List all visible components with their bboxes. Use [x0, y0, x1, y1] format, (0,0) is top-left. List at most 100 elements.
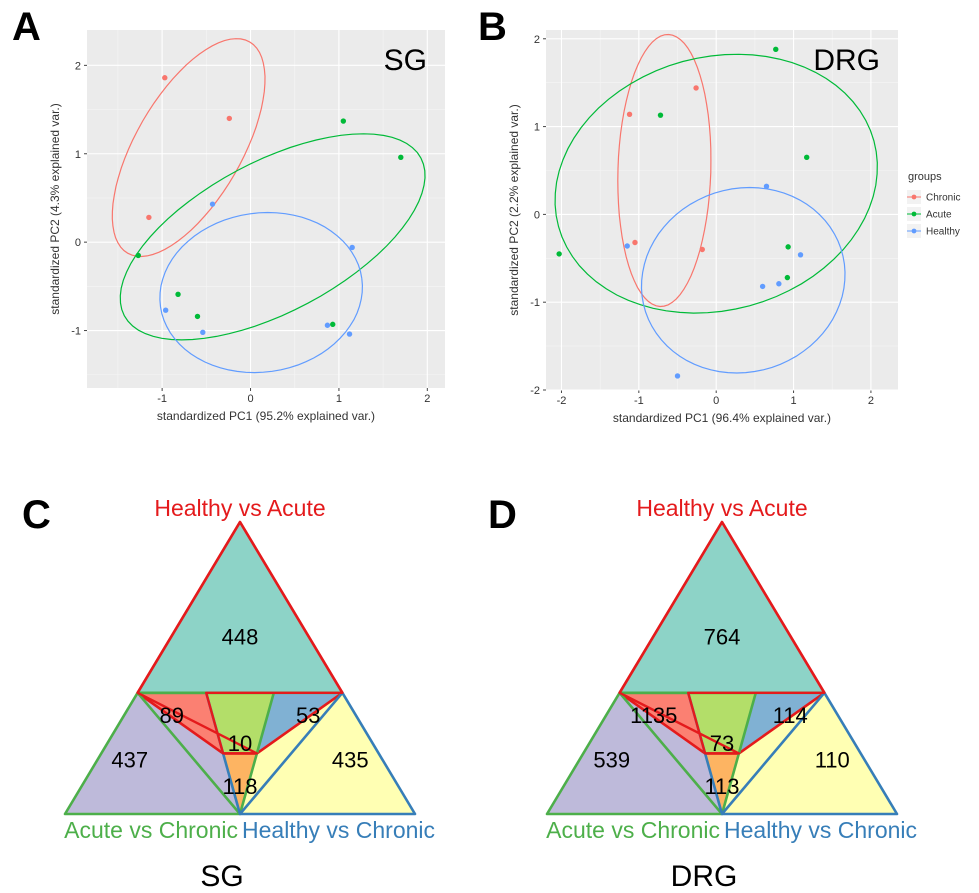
- region-all-overlap: [688, 692, 756, 754]
- y-axis-title: standardized PC2 (4.3% explained var.): [48, 103, 62, 314]
- point-acute: [785, 244, 791, 250]
- point-chronic: [632, 239, 638, 246]
- point-chronic: [146, 214, 152, 221]
- point-acute: [804, 154, 810, 161]
- x-tick-label: 1: [790, 395, 796, 407]
- point-acute: [194, 313, 201, 320]
- count-healthy-vs-chronic-only: 110: [815, 747, 850, 772]
- x-tick-label: -1: [634, 395, 644, 407]
- count-ha-ac-overlap: 1135: [630, 703, 677, 728]
- ellipse-healthy: [640, 186, 846, 374]
- set-label-healthy-vs-acute: Healthy vs Acute: [154, 495, 325, 521]
- point-healthy: [674, 373, 681, 379]
- point-acute: [556, 251, 562, 257]
- panel-letter-a: A: [12, 5, 41, 49]
- point-healthy: [624, 243, 630, 249]
- y-tick-label: 0: [75, 237, 81, 249]
- set-label-healthy-vs-chronic: Healthy vs Chronic: [724, 817, 917, 843]
- legend-key-dot: [911, 211, 917, 217]
- plot-tag: SG: [384, 44, 427, 77]
- point-healthy: [200, 329, 206, 336]
- count-ha-hc-overlap: 53: [296, 703, 320, 728]
- count-ac-hc-overlap: 118: [222, 774, 257, 799]
- y-tick-label: -1: [71, 326, 81, 338]
- ellipse-acute: [119, 133, 426, 341]
- y-axis-title: standardized PC2 (2.2% explained var.): [507, 104, 521, 315]
- set-outline-acute-vs-chronic-part: [545, 691, 724, 816]
- point-healthy: [776, 281, 782, 287]
- count-healthy-vs-acute-only: 448: [222, 625, 259, 650]
- legend-label-acute: Acute: [926, 210, 952, 221]
- point-acute: [784, 274, 791, 281]
- y-tick-label: 2: [534, 34, 540, 46]
- count-all-overlap: 73: [710, 731, 734, 756]
- ellipse-healthy: [159, 211, 364, 374]
- set-edge-healthy-vs-acute-red: [136, 521, 344, 755]
- point-healthy: [759, 283, 766, 290]
- count-ac-hc-overlap: 113: [704, 774, 739, 799]
- point-healthy: [349, 244, 355, 251]
- plot-background: [87, 30, 445, 388]
- point-acute: [340, 118, 347, 124]
- panel-letter-c: C: [22, 493, 51, 537]
- venn-diagram-sg: 448 437 435 89 53 10 118 Healthy vs Acute Acute …: [63, 495, 435, 893]
- point-acute: [175, 291, 181, 298]
- point-acute: [773, 46, 779, 53]
- region-healthy-vs-acute-only: [619, 522, 825, 693]
- set-label-healthy-vs-acute: Healthy vs Acute: [636, 495, 807, 521]
- region-ac-hc-overlap: [705, 753, 739, 814]
- point-chronic: [226, 115, 233, 122]
- pca-plot-drg: -2 -1 0 1 2 -2 -1 0 1 2 standardized PC1 (96.4% ex…: [507, 30, 898, 425]
- panel-letter-d: D: [488, 493, 517, 537]
- set-label-healthy-vs-chronic: Healthy vs Chronic: [242, 817, 435, 843]
- point-chronic: [626, 111, 633, 117]
- y-tick-label: -2: [530, 385, 540, 397]
- x-tick-label: 2: [868, 395, 874, 407]
- set-label-acute-vs-chronic: Acute vs Chronic: [546, 817, 720, 843]
- venn-name: SG: [200, 860, 243, 893]
- point-healthy: [346, 331, 353, 337]
- x-tick-label: 2: [424, 393, 430, 405]
- count-healthy-vs-chronic-only: 435: [332, 747, 369, 772]
- y-tick-label: -1: [530, 297, 540, 309]
- count-acute-vs-chronic-only: 437: [111, 747, 148, 772]
- legend-label-chronic: Chronic: [926, 193, 960, 204]
- groups-legend: groups Chronic Acute Healthy: [907, 171, 960, 238]
- point-acute: [330, 321, 336, 328]
- venn-name: DRG: [671, 860, 738, 893]
- count-all-overlap: 10: [228, 731, 252, 756]
- x-tick-label: -2: [557, 395, 567, 407]
- panel-letter-b: B: [478, 5, 507, 49]
- legend-key-dot: [911, 194, 917, 200]
- point-healthy: [763, 183, 770, 189]
- y-tick-label: 1: [534, 122, 540, 134]
- x-tick-label: 0: [713, 395, 719, 407]
- count-ha-ac-overlap: 89: [160, 703, 184, 728]
- ellipse-acute: [554, 53, 878, 314]
- set-outline-healthy-vs-chronic: [720, 691, 899, 816]
- pca-plot-sg: -1 0 1 2 -1 0 1 2 standardized PC1 (95.2% explai…: [48, 30, 445, 423]
- region-ac-hc-overlap: [223, 753, 257, 814]
- x-axis-title: standardized PC1 (95.2% explained var.): [157, 409, 375, 423]
- region-all-overlap: [206, 692, 274, 754]
- region-healthy-vs-acute-only: [137, 522, 343, 693]
- x-tick-label: 1: [336, 393, 342, 405]
- x-tick-label: 0: [247, 393, 253, 405]
- point-healthy: [324, 322, 331, 328]
- legend-key-dot: [911, 228, 917, 234]
- point-acute: [135, 252, 141, 259]
- legend-title: groups: [908, 171, 942, 183]
- count-healthy-vs-acute-only: 764: [704, 625, 741, 650]
- point-healthy: [797, 252, 804, 258]
- set-label-acute-vs-chronic: Acute vs Chronic: [64, 817, 238, 843]
- legend-label-healthy: Healthy: [926, 227, 960, 238]
- point-chronic: [162, 75, 168, 81]
- plot-tag: DRG: [813, 44, 880, 77]
- point-acute: [398, 154, 404, 160]
- set-outline-healthy-vs-chronic: [238, 691, 417, 816]
- count-acute-vs-chronic-only: 539: [593, 747, 630, 772]
- point-healthy: [162, 307, 169, 313]
- count-ha-hc-overlap: 114: [773, 703, 808, 728]
- venn-diagram-drg: 764 539 110 1135 114 73 113 Healthy vs Acute Acu…: [545, 495, 917, 893]
